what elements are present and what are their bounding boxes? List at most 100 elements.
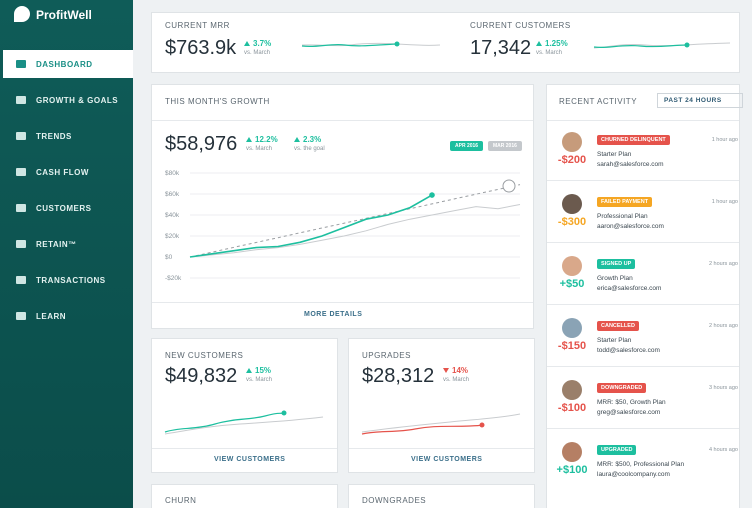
view-customers-link[interactable]: VIEW CUSTOMERS xyxy=(411,456,483,463)
activity-email: todd@salesforce.com xyxy=(597,347,660,354)
metric-value: 17,342 xyxy=(470,37,532,59)
activity-badge: UPGRADED xyxy=(597,445,637,455)
up-arrow xyxy=(244,41,250,46)
separator xyxy=(547,242,739,243)
activity-amount: -$200 xyxy=(557,154,587,166)
separator xyxy=(547,120,739,121)
period-tag[interactable]: APR 2016 xyxy=(450,141,484,151)
down-arrow xyxy=(443,368,449,373)
nav-icon xyxy=(16,96,26,104)
metric-card xyxy=(348,338,535,473)
card-title: UPGRADES xyxy=(362,351,411,360)
separator xyxy=(547,366,739,367)
nav-icon xyxy=(16,132,26,140)
metric-compare: vs. March xyxy=(244,50,271,56)
y-tick-label: $40k xyxy=(165,212,180,219)
growth-line xyxy=(189,204,521,258)
avatar xyxy=(562,132,582,152)
sparkline-dot xyxy=(394,41,400,47)
avatar xyxy=(562,256,582,276)
sparkline-compare xyxy=(593,42,731,49)
activity-badge: SIGNED UP xyxy=(597,259,636,269)
logo xyxy=(14,6,30,22)
y-tick-label: $60k xyxy=(165,191,180,198)
nav-item[interactable]: TRANSACTIONS xyxy=(36,276,106,285)
growth-compare: vs. the goal xyxy=(294,146,325,152)
activity-plan: MRR: $500, Professional Plan xyxy=(597,461,685,468)
activity-plan: Growth Plan xyxy=(597,275,633,282)
nav-icon xyxy=(16,204,26,212)
nav-icon xyxy=(16,60,26,68)
activity-badge: DOWNGRADED xyxy=(597,383,647,393)
nav-item[interactable]: GROWTH & GOALS xyxy=(36,96,119,105)
avatar xyxy=(562,318,582,338)
up-arrow xyxy=(246,368,252,373)
metric-change: 14% xyxy=(452,366,469,375)
metric-change: 1.25% xyxy=(545,39,568,48)
sparkline-dot xyxy=(684,42,690,48)
nav-icon xyxy=(16,276,26,284)
nav-item[interactable]: CUSTOMERS xyxy=(36,204,92,213)
separator xyxy=(547,428,739,429)
card-title: NEW CUSTOMERS xyxy=(165,351,244,360)
avatar xyxy=(562,194,582,214)
growth-line xyxy=(189,194,433,258)
activity-email: greg@salesforce.com xyxy=(597,409,661,416)
nav-item[interactable]: LEARN xyxy=(36,312,67,321)
sparkline xyxy=(593,44,688,49)
metric-value: $28,312 xyxy=(362,365,435,387)
downgrades-card xyxy=(348,484,535,508)
nav-icon xyxy=(16,240,26,248)
y-tick-label: $0 xyxy=(165,254,173,261)
nav-icon xyxy=(16,312,26,320)
y-tick-label: -$20k xyxy=(165,275,182,282)
metric-change: 3.7% xyxy=(253,39,272,48)
churn-card xyxy=(151,484,338,508)
metric-card xyxy=(151,338,338,473)
more-details-link[interactable]: MORE DETAILS xyxy=(304,311,363,318)
end-dot xyxy=(429,192,435,198)
activity-amount: -$300 xyxy=(557,216,587,228)
activity-amount: -$100 xyxy=(557,402,587,414)
growth-line xyxy=(189,184,521,258)
activity-time: 1 hour ago xyxy=(711,137,738,143)
avatar xyxy=(562,442,582,462)
view-customers-link[interactable]: VIEW CUSTOMERS xyxy=(214,456,286,463)
separator xyxy=(547,180,739,181)
period-tag[interactable]: MAR 2016 xyxy=(488,141,522,151)
separator xyxy=(152,120,533,121)
activity-badge: CHURNED DELINQUENT xyxy=(597,135,670,145)
activity-time: 2 hours ago xyxy=(708,261,738,267)
growth-compare: vs. March xyxy=(246,146,273,152)
avatar xyxy=(562,380,582,400)
activity-plan: MRR: $50, Growth Plan xyxy=(597,399,666,406)
activity-time: 2 hours ago xyxy=(708,323,738,329)
metric-label: CURRENT CUSTOMERS xyxy=(470,21,571,30)
nav-item[interactable]: CASH FLOW xyxy=(36,168,89,177)
metric-label: CURRENT MRR xyxy=(165,21,230,30)
nav-icon xyxy=(16,168,26,176)
card-title: CHURN xyxy=(165,496,197,505)
growth-card xyxy=(151,84,534,329)
activity-badge: CANCELLED xyxy=(597,321,639,331)
metric-value: $49,832 xyxy=(165,365,238,387)
y-tick-label: $20k xyxy=(165,233,180,240)
metric-value: $763.9k xyxy=(165,37,237,59)
activity-time: 1 hour ago xyxy=(711,199,738,205)
nav-item[interactable]: TRENDS xyxy=(36,132,72,141)
growth-change: 2.3% xyxy=(303,135,322,144)
up-arrow xyxy=(246,137,252,142)
activity-email: erica@salesforce.com xyxy=(597,285,662,292)
nav-item[interactable]: DASHBOARD xyxy=(36,60,93,69)
nav-item[interactable]: RETAIN™ xyxy=(36,240,77,249)
filter-dropdown[interactable]: PAST 24 HOURS xyxy=(657,93,743,108)
sparkline xyxy=(164,412,285,433)
activity-amount: +$50 xyxy=(559,278,585,290)
sparkline-dot xyxy=(479,422,485,428)
growth-value: $58,976 xyxy=(165,133,238,155)
activity-plan: Starter Plan xyxy=(597,337,632,344)
separator xyxy=(349,448,534,449)
goal-flag xyxy=(502,179,516,193)
